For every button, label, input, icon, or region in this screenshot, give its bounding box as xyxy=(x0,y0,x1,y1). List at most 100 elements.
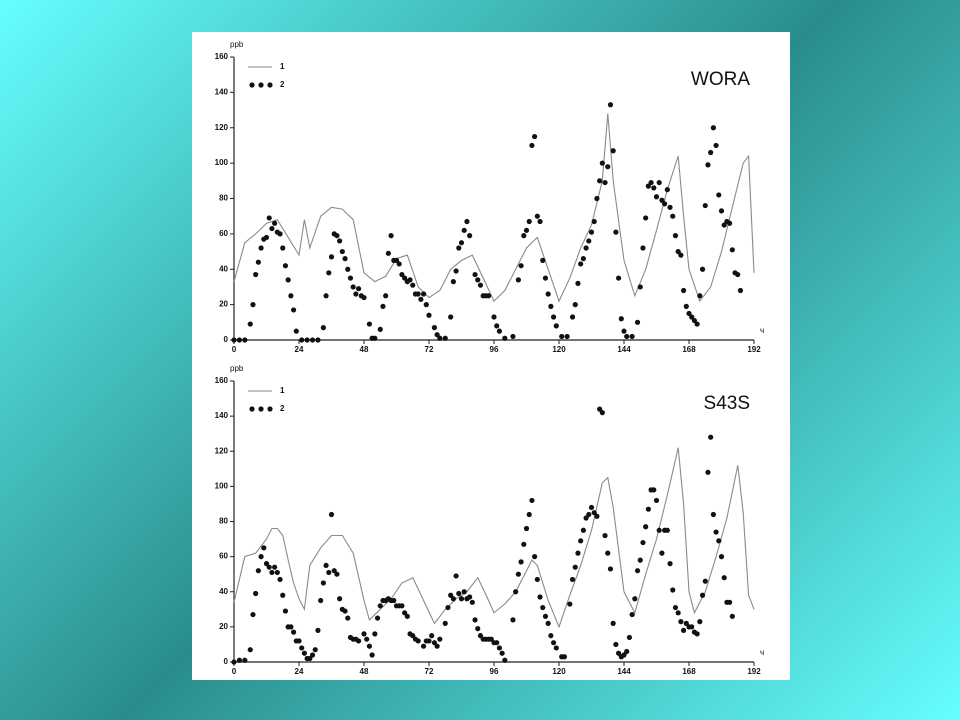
data-point xyxy=(242,337,248,343)
x-axis-label: ч xyxy=(760,648,764,657)
data-point xyxy=(263,234,270,241)
data-point xyxy=(496,328,503,334)
data-point xyxy=(618,316,624,322)
x-axis-label: ч xyxy=(760,326,764,335)
data-point xyxy=(548,303,554,309)
data-point xyxy=(594,513,600,519)
data-point xyxy=(629,611,635,618)
data-point xyxy=(594,195,600,202)
data-point xyxy=(591,510,597,516)
data-point xyxy=(662,201,668,207)
data-point xyxy=(567,601,573,607)
data-point xyxy=(272,564,278,570)
y-tick-label: 120 xyxy=(215,446,229,455)
data-point xyxy=(510,333,516,340)
data-point xyxy=(477,282,484,288)
data-point xyxy=(263,561,270,567)
data-point xyxy=(485,293,492,299)
data-point xyxy=(545,620,551,626)
data-point xyxy=(301,650,308,656)
data-point xyxy=(553,645,559,651)
data-point xyxy=(385,250,391,256)
data-point xyxy=(569,314,576,320)
y-tick-label: 20 xyxy=(219,300,228,309)
data-point xyxy=(578,538,584,544)
data-point xyxy=(710,125,716,131)
data-point xyxy=(653,497,660,504)
data-point xyxy=(607,102,614,108)
data-point xyxy=(640,245,646,251)
y-tick-label: 40 xyxy=(219,587,228,596)
data-point xyxy=(458,240,465,246)
data-point xyxy=(545,291,551,297)
data-point xyxy=(423,302,429,308)
data-point xyxy=(699,592,706,598)
data-point xyxy=(697,293,703,299)
data-point xyxy=(680,287,687,294)
data-point xyxy=(686,310,692,317)
series-line xyxy=(233,113,755,303)
data-point xyxy=(331,568,337,574)
data-point xyxy=(380,303,386,309)
data-point xyxy=(610,620,616,626)
data-point xyxy=(670,213,676,219)
data-point xyxy=(729,247,735,253)
data-point xyxy=(361,294,367,301)
data-point xyxy=(339,248,345,255)
data-point xyxy=(640,539,646,546)
data-point xyxy=(615,650,622,656)
data-point xyxy=(705,162,711,168)
data-point xyxy=(334,571,340,577)
x-tick-label: 0 xyxy=(232,667,237,676)
data-point xyxy=(621,652,627,658)
data-point xyxy=(374,615,381,621)
data-point xyxy=(431,640,438,646)
data-point xyxy=(532,554,538,560)
data-point xyxy=(312,647,318,653)
data-point xyxy=(415,291,421,297)
data-point xyxy=(272,220,278,226)
data-point xyxy=(255,259,261,265)
legend-dot xyxy=(249,82,255,88)
legend-label: 2 xyxy=(280,404,285,413)
data-point xyxy=(399,603,405,609)
data-point xyxy=(550,314,557,320)
data-point xyxy=(453,573,459,579)
data-point xyxy=(561,654,568,660)
data-point xyxy=(377,603,383,609)
data-point xyxy=(537,594,543,600)
data-point xyxy=(656,179,662,186)
data-point xyxy=(656,527,662,533)
data-point xyxy=(648,179,654,186)
y-tick-label: 160 xyxy=(215,376,229,385)
data-point xyxy=(266,215,272,221)
data-point xyxy=(431,325,438,331)
data-point xyxy=(532,133,538,140)
data-point xyxy=(320,580,326,586)
data-point xyxy=(469,599,475,605)
data-point xyxy=(475,277,481,283)
data-point xyxy=(572,302,578,308)
data-point xyxy=(326,270,332,276)
y-tick-label: 140 xyxy=(215,87,229,96)
data-point xyxy=(518,263,524,269)
data-point xyxy=(290,307,297,313)
data-point xyxy=(342,608,348,614)
y-tick-label: 60 xyxy=(219,229,228,238)
y-axis-label: ppb xyxy=(230,364,244,373)
data-point xyxy=(580,256,586,262)
data-point xyxy=(475,626,481,632)
data-point xyxy=(510,617,516,623)
x-tick-label: 168 xyxy=(682,345,696,354)
data-point xyxy=(643,215,649,221)
data-point xyxy=(261,545,267,551)
data-point xyxy=(285,277,291,283)
data-point xyxy=(664,527,670,533)
data-point xyxy=(299,645,305,651)
data-point xyxy=(415,638,421,644)
data-point xyxy=(282,608,289,614)
data-point xyxy=(450,279,456,285)
data-point xyxy=(513,589,519,595)
data-point xyxy=(708,434,714,440)
data-point xyxy=(377,326,383,332)
